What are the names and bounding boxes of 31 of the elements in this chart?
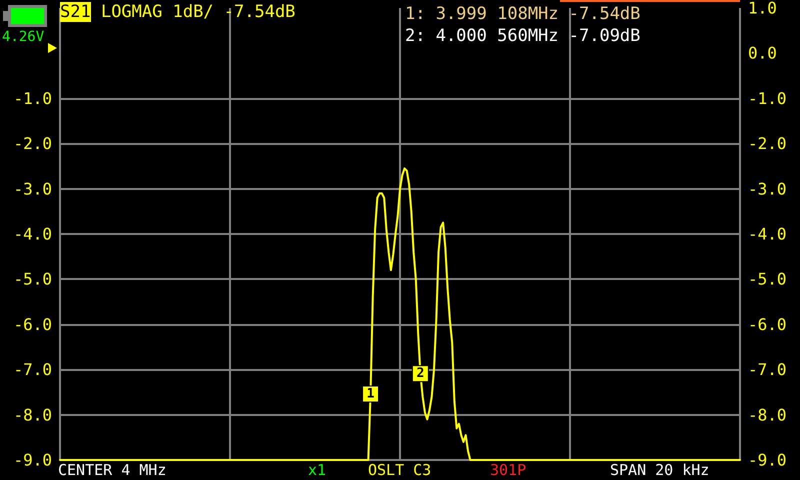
annotation: 2 bbox=[416, 366, 424, 382]
y-tick-label: -5.0 bbox=[13, 270, 52, 289]
y-tick-label: -4.0 bbox=[13, 224, 52, 244]
y2-tick-label: -4.0 bbox=[748, 224, 787, 244]
text: SPAN 20 kHz bbox=[610, 461, 710, 479]
y-tick-label: -3.0 bbox=[13, 179, 52, 198]
y2-tick-label: -6.0 bbox=[748, 314, 787, 334]
text: x1 bbox=[308, 461, 326, 479]
y2-tick-label: -1.0 bbox=[748, 88, 787, 108]
y2-tick-label: -5.0 bbox=[748, 270, 787, 289]
y-tick-label: -7.0 bbox=[13, 360, 52, 380]
text: CENTER 4 MHz bbox=[58, 461, 166, 479]
y-tick-label: -8.0 bbox=[13, 405, 52, 424]
annotation: 1 bbox=[366, 386, 375, 402]
text: 4.26V bbox=[2, 28, 44, 46]
y2-tick-label: 0.0 bbox=[748, 44, 777, 63]
y-tick-label: -6.0 bbox=[13, 314, 52, 334]
chart-title: S21 LOGMAG 1dB/ -7.54dB bbox=[60, 2, 296, 22]
y2-tick-label: -8.0 bbox=[748, 405, 787, 424]
annotation: 2: 4.000 560MHz -7.09dB bbox=[405, 26, 640, 46]
y2-tick-label: -3.0 bbox=[748, 179, 787, 198]
text: 301P bbox=[490, 461, 526, 479]
y-tick-label: -1.0 bbox=[13, 88, 52, 108]
y-tick-label: -9.0 bbox=[13, 450, 52, 470]
y2-tick-label: 1.0 bbox=[748, 0, 777, 18]
y2-tick-label: -9.0 bbox=[748, 450, 787, 470]
y2-tick-label: -7.0 bbox=[748, 360, 787, 380]
text: OSLT C3 bbox=[368, 461, 432, 479]
annotation: 1: 3.999 108MHz -7.54dB bbox=[405, 4, 640, 24]
y-tick-label: -2.0 bbox=[13, 134, 52, 154]
y2-tick-label: -2.0 bbox=[748, 134, 787, 154]
